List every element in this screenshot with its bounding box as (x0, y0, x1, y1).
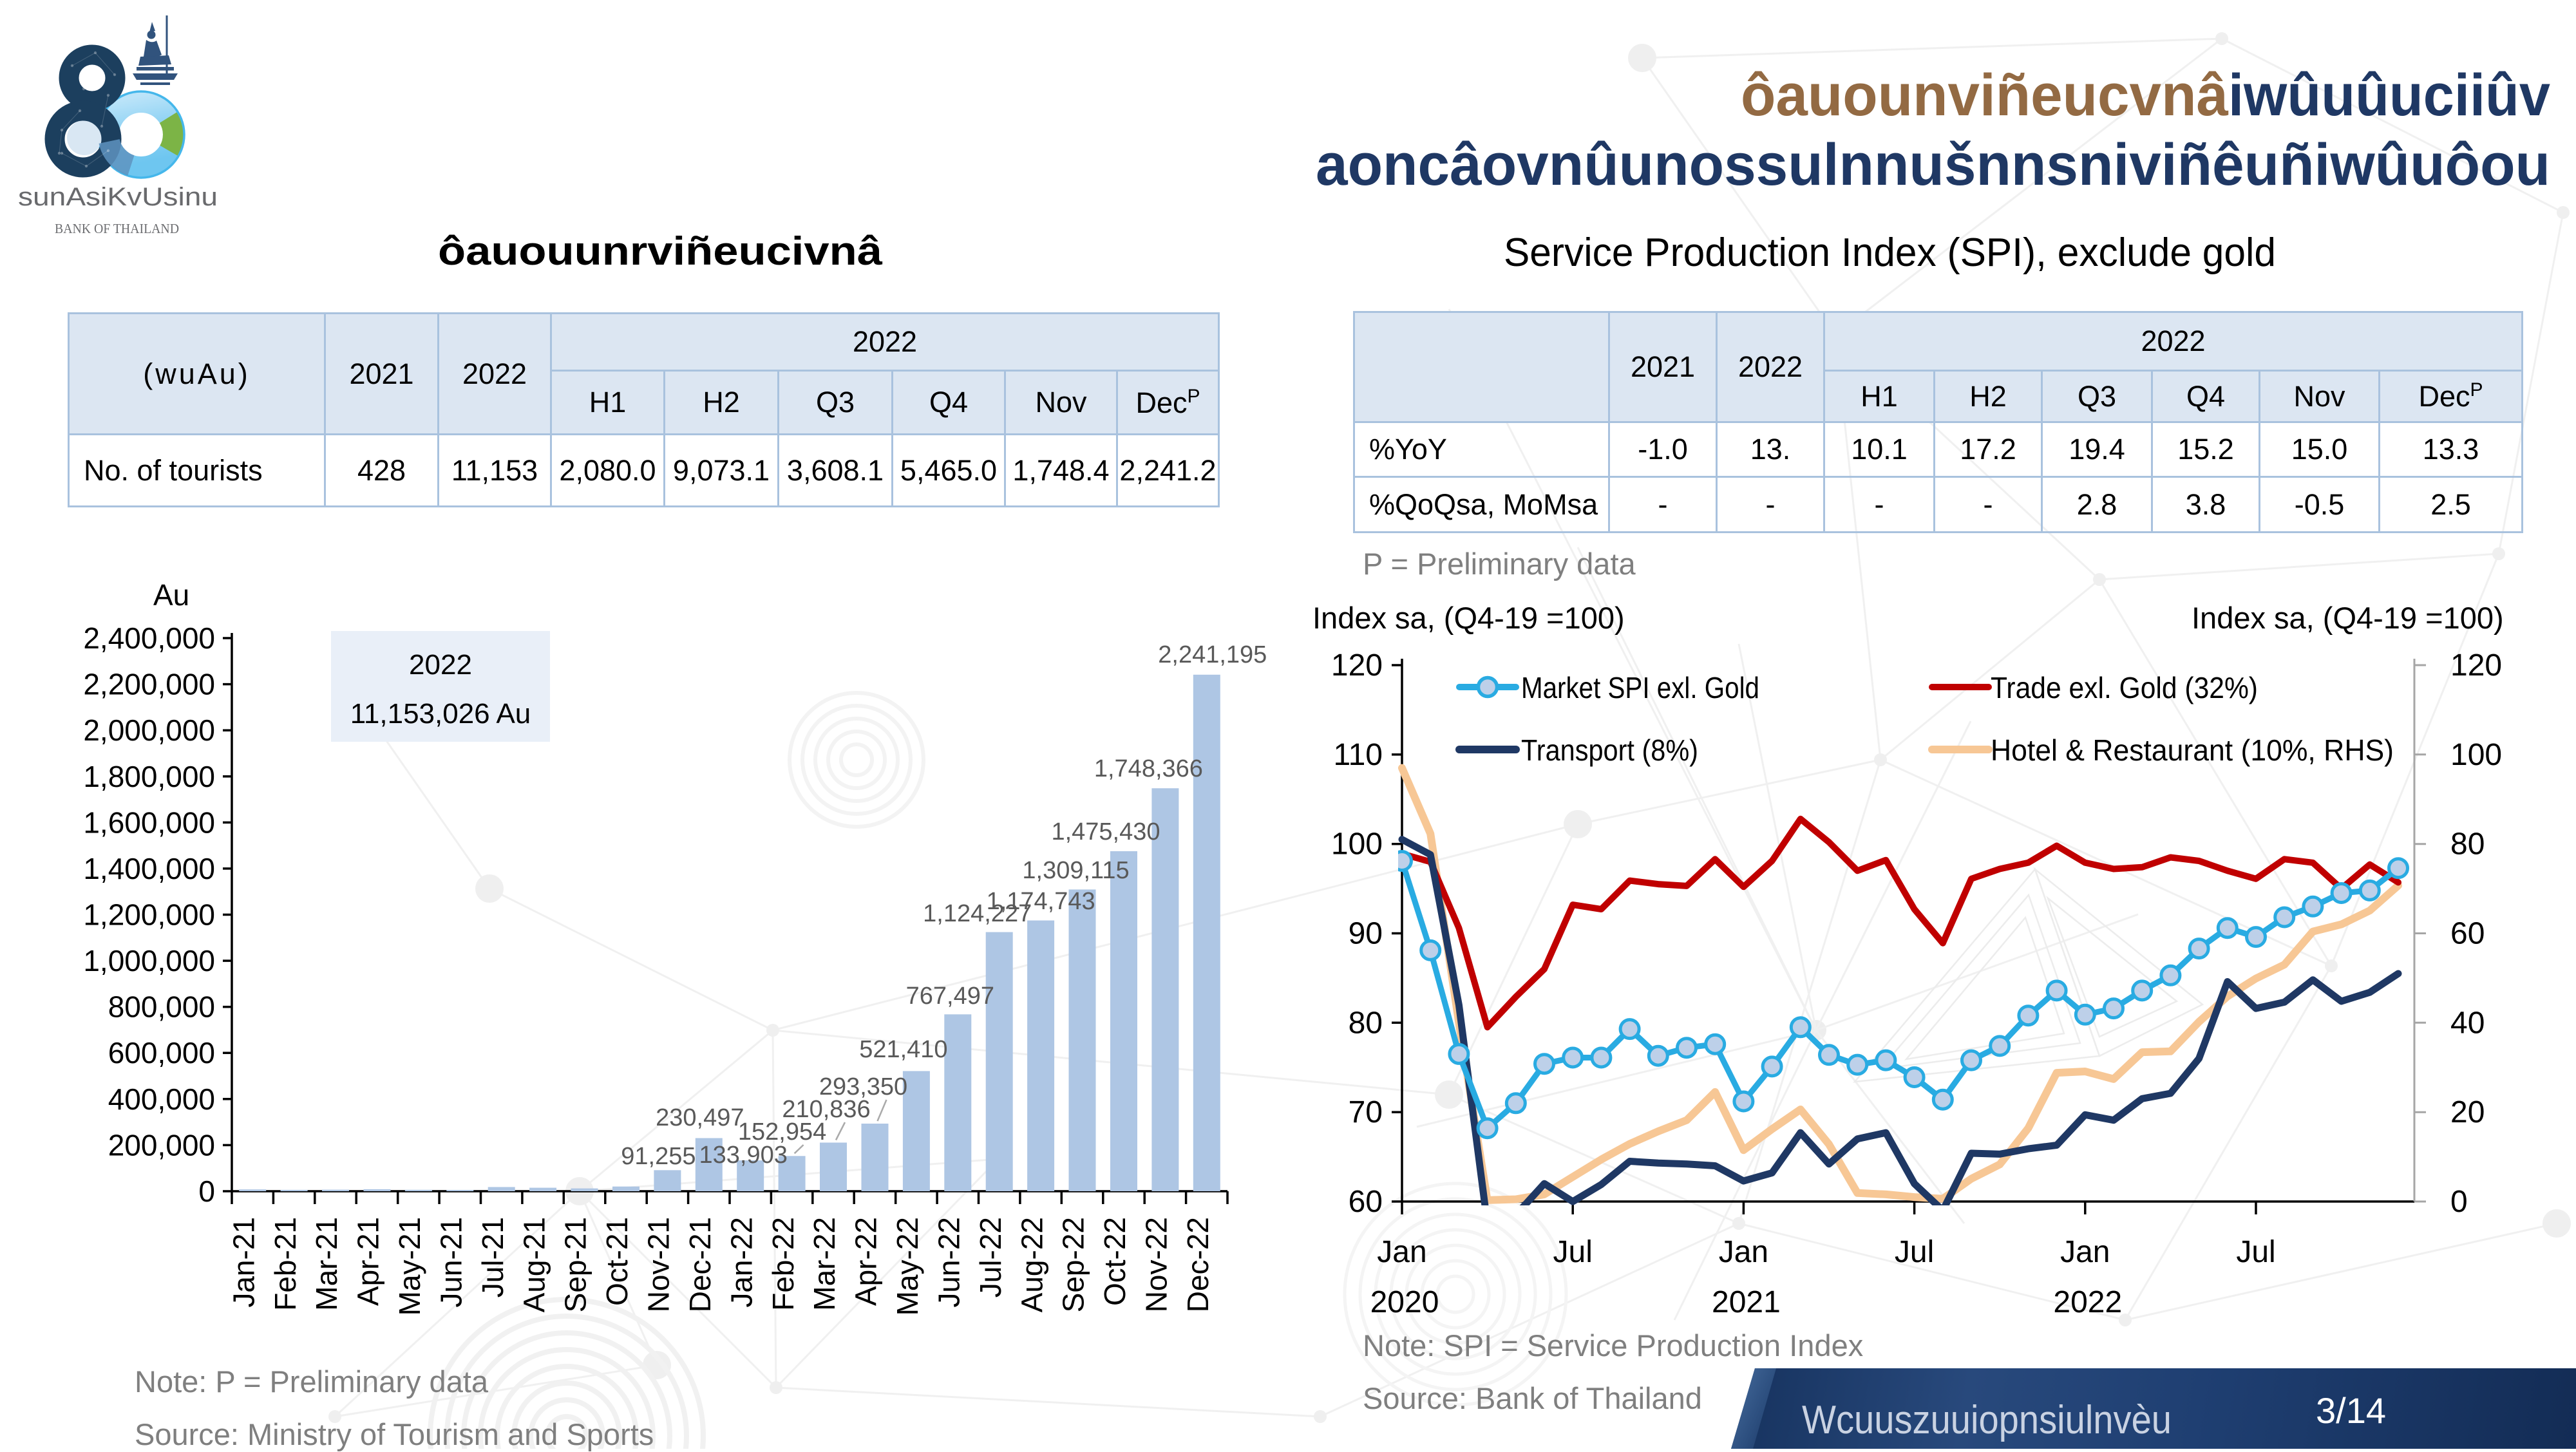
svg-text:767,497: 767,497 (906, 983, 994, 1010)
svg-text:Trade exl. Gold (32%): Trade exl. Gold (32%) (1991, 671, 2258, 704)
svg-text:800,000: 800,000 (108, 990, 215, 1024)
svg-text:2021: 2021 (1712, 1285, 1781, 1319)
svg-text:210,836: 210,836 (782, 1096, 870, 1123)
svg-text:2,200,000: 2,200,000 (83, 668, 215, 701)
svg-text:1,800,000: 1,800,000 (83, 760, 215, 793)
svg-text:Jan: Jan (1719, 1235, 1768, 1269)
svg-text:293,350: 293,350 (819, 1073, 907, 1100)
svg-text:May-21: May-21 (393, 1217, 426, 1315)
svg-text:1,124,227: 1,124,227 (923, 900, 1032, 927)
svg-text:521,410: 521,410 (859, 1036, 947, 1063)
svg-text:Dec-22: Dec-22 (1181, 1217, 1215, 1312)
svg-text:1,400,000: 1,400,000 (83, 852, 215, 885)
svg-text:Apr-22: Apr-22 (849, 1217, 883, 1306)
svg-text:ôauouunrviñeucivnâ: ôauouunrviñeucivnâ (438, 229, 883, 274)
svg-text:Jan: Jan (1377, 1235, 1426, 1269)
svg-text:Oct-21: Oct-21 (600, 1217, 634, 1306)
svg-text:Jul: Jul (2236, 1235, 2275, 1269)
svg-text:ôauounviñeucvnâ: ôauounviñeucvnâ (1741, 62, 2229, 128)
svg-text:2,000,000: 2,000,000 (83, 713, 215, 747)
svg-text:400,000: 400,000 (108, 1082, 215, 1116)
svg-text:Hotel & Restaurant (10%, RHS): Hotel & Restaurant (10%, RHS) (1991, 733, 2394, 767)
svg-text:Mar-22: Mar-22 (808, 1217, 841, 1311)
svg-text:110: 110 (1333, 738, 1383, 772)
svg-text:600,000: 600,000 (108, 1036, 215, 1070)
svg-text:May-22: May-22 (891, 1217, 924, 1315)
svg-text:1,309,115: 1,309,115 (1022, 857, 1129, 884)
svg-text:152,954: 152,954 (738, 1118, 826, 1146)
svg-text:230,497: 230,497 (656, 1104, 744, 1131)
svg-text:40: 40 (2450, 1006, 2485, 1040)
svg-text:Nov-22: Nov-22 (1140, 1217, 1173, 1312)
svg-text:Jun-21: Jun-21 (434, 1217, 468, 1308)
svg-text:Jul-21: Jul-21 (476, 1217, 509, 1297)
svg-text:133,903: 133,903 (699, 1142, 788, 1169)
svg-text:Aug-22: Aug-22 (1015, 1217, 1048, 1312)
svg-text:Oct-22: Oct-22 (1098, 1217, 1132, 1306)
svg-text:1,174,743: 1,174,743 (987, 888, 1095, 915)
svg-text:1,748,366: 1,748,366 (1094, 755, 1203, 782)
svg-text:Market SPI exl. Gold: Market SPI exl. Gold (1521, 671, 1759, 704)
svg-text:2,241,195: 2,241,195 (1158, 641, 1267, 668)
svg-text:2,400,000: 2,400,000 (83, 621, 215, 655)
svg-text:Mar-21: Mar-21 (310, 1217, 343, 1311)
svg-text:91,255: 91,255 (621, 1143, 696, 1170)
svg-text:Jun-22: Jun-22 (932, 1217, 965, 1308)
svg-text:Service Production Index (SPI): Service Production Index (SPI), exclude … (1504, 231, 2276, 275)
svg-text:200,000: 200,000 (108, 1128, 215, 1162)
svg-text:90: 90 (1349, 917, 1383, 951)
svg-text:Nov-21: Nov-21 (642, 1217, 676, 1312)
svg-text:20: 20 (2450, 1095, 2485, 1129)
svg-text:100: 100 (2450, 738, 2502, 772)
svg-text:Sep-22: Sep-22 (1057, 1217, 1090, 1312)
svg-text:2022: 2022 (2053, 1285, 2122, 1319)
svg-text:60: 60 (1349, 1185, 1383, 1219)
svg-text:1,200,000: 1,200,000 (83, 898, 215, 932)
svg-text:Wcuuszuuiopnsiulnvèu: Wcuuszuuiopnsiulnvèu (1802, 1398, 2172, 1442)
svg-text:Transport (8%): Transport (8%) (1521, 733, 1698, 767)
svg-text:Aug-21: Aug-21 (517, 1217, 551, 1312)
svg-text:100: 100 (1331, 827, 1383, 862)
svg-text:Jul: Jul (1553, 1235, 1593, 1269)
svg-text:1,475,430: 1,475,430 (1051, 818, 1160, 845)
svg-text:0: 0 (2450, 1185, 2468, 1219)
svg-text:80: 80 (1349, 1006, 1383, 1040)
svg-text:Dec-21: Dec-21 (683, 1217, 717, 1312)
svg-text:1,000,000: 1,000,000 (83, 944, 215, 977)
svg-text:Feb-22: Feb-22 (766, 1217, 800, 1311)
svg-text:Jan: Jan (2060, 1235, 2110, 1269)
svg-text:70: 70 (1349, 1095, 1383, 1129)
svg-text:80: 80 (2450, 827, 2485, 862)
svg-text:BANK OF THAILAND: BANK OF THAILAND (55, 221, 179, 236)
svg-text:aoncâovnûunossulnnušnnsniviñêu: aoncâovnûunossulnnušnnsniviñêuñiwûuôou (1316, 132, 2550, 198)
svg-text:Jul-22: Jul-22 (974, 1217, 1007, 1297)
svg-text:60: 60 (2450, 917, 2485, 951)
svg-text:Jan-22: Jan-22 (724, 1217, 758, 1308)
svg-text:iwûuûuciiûv: iwûuûuciiûv (2228, 62, 2550, 128)
svg-text:Jul: Jul (1895, 1235, 1934, 1269)
svg-text:120: 120 (1331, 648, 1383, 683)
svg-text:120: 120 (2450, 648, 2502, 683)
svg-text:sunAsiKvUsinu: sunAsiKvUsinu (18, 183, 218, 211)
svg-text:Sep-21: Sep-21 (559, 1217, 592, 1312)
svg-text:Jan-21: Jan-21 (227, 1217, 260, 1308)
svg-text:1,600,000: 1,600,000 (83, 806, 215, 839)
svg-text:Apr-21: Apr-21 (352, 1217, 385, 1306)
svg-text:Feb-21: Feb-21 (269, 1217, 302, 1311)
svg-text:2020: 2020 (1370, 1285, 1439, 1319)
svg-text:0: 0 (198, 1174, 215, 1208)
